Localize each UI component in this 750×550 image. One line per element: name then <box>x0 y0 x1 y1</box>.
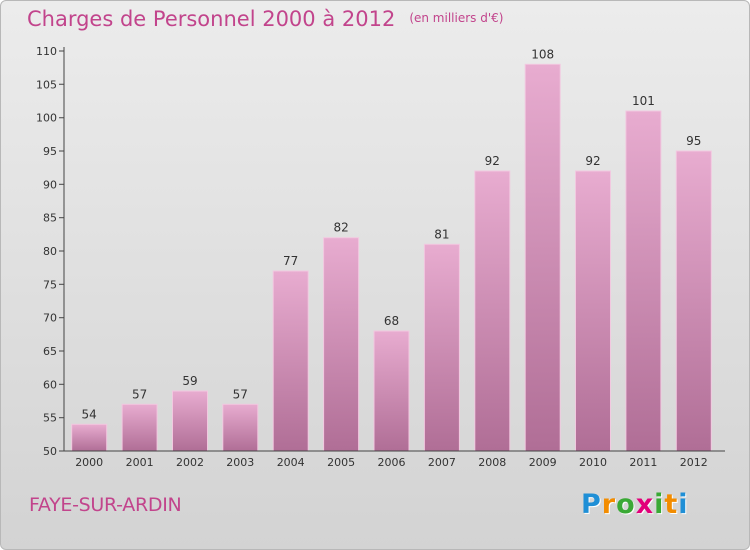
bar-label-2012: 95 <box>686 134 701 148</box>
bar-label-2001: 57 <box>132 387 147 401</box>
brand-letter: i <box>678 489 689 520</box>
chart-title: Charges de Personnel 2000 à 2012 (en mill… <box>27 7 504 31</box>
y-tick-label-65: 65 <box>43 345 57 358</box>
bar-2001 <box>121 403 158 452</box>
bar-2008 <box>474 170 511 452</box>
bar-2006 <box>373 330 410 452</box>
bar-label-2009: 108 <box>531 47 554 61</box>
place-name: FAYE-SUR-ARDIN <box>29 494 182 516</box>
brand-logo: Proxiti <box>581 489 689 520</box>
x-tick-label-2008: 2008 <box>478 456 506 469</box>
x-tick-label-2004: 2004 <box>277 456 305 469</box>
x-tick-label-2006: 2006 <box>378 456 406 469</box>
bar-2004 <box>272 270 309 452</box>
y-tick-label-105: 105 <box>36 78 57 91</box>
bar-label-2002: 59 <box>182 374 197 388</box>
bar-2005 <box>323 237 360 452</box>
bar-2007 <box>423 243 460 452</box>
brand-letter: x <box>635 489 655 520</box>
bar-2009 <box>524 63 561 452</box>
bar-2012 <box>675 150 712 452</box>
bar-label-2005: 82 <box>333 221 348 235</box>
brand-letter: r <box>601 489 617 520</box>
x-tick-label-2003: 2003 <box>226 456 254 469</box>
y-tick-label-80: 80 <box>43 245 57 258</box>
brand-letter: P <box>581 489 602 520</box>
bars-group: 54 57 59 57 77 82 68 81 92 108 92 101 95 <box>71 47 712 452</box>
bar-label-2011: 101 <box>632 94 655 108</box>
y-tick-label-100: 100 <box>36 112 57 125</box>
y-tick-label-70: 70 <box>43 312 57 325</box>
x-tick-label-2001: 2001 <box>126 456 154 469</box>
x-tick-label-2007: 2007 <box>428 456 456 469</box>
bar-label-2003: 57 <box>233 387 248 401</box>
bar-label-2010: 92 <box>585 154 600 168</box>
bar-label-2000: 54 <box>82 407 97 421</box>
x-tick-label-2002: 2002 <box>176 456 204 469</box>
brand-letter: o <box>616 489 636 520</box>
y-tick-label-90: 90 <box>43 178 57 191</box>
brand-letter: i <box>654 489 665 520</box>
y-tick-label-110: 110 <box>36 45 57 58</box>
bar-label-2004: 77 <box>283 254 298 268</box>
y-tick-label-55: 55 <box>43 412 57 425</box>
bar-label-2007: 81 <box>434 227 449 241</box>
bar-2000 <box>71 423 108 452</box>
bar-2011 <box>625 110 662 452</box>
bar-2002 <box>172 390 208 452</box>
x-tick-label-2009: 2009 <box>529 456 557 469</box>
y-tick-label-85: 85 <box>43 212 57 225</box>
brand-letter: t <box>664 489 679 520</box>
x-tick-label-2012: 2012 <box>680 456 708 469</box>
bar-2003 <box>222 403 259 452</box>
y-tick-label-50: 50 <box>43 445 57 458</box>
chart-subtitle: (en milliers d'€) <box>409 11 504 25</box>
y-tick-label-60: 60 <box>43 378 57 391</box>
axes-group: 2000 2001 2002 2003 2004 2005 2006 2007 2008 2009… <box>36 45 725 469</box>
x-tick-label-2005: 2005 <box>327 456 355 469</box>
x-tick-label-2000: 2000 <box>75 456 103 469</box>
bar-label-2008: 92 <box>485 154 500 168</box>
x-tick-label-2010: 2010 <box>579 456 607 469</box>
x-tick-label-2011: 2011 <box>629 456 657 469</box>
y-tick-label-95: 95 <box>43 145 57 158</box>
bar-label-2006: 68 <box>384 314 399 328</box>
bar-2010 <box>575 170 611 452</box>
y-tick-label-75: 75 <box>43 278 57 291</box>
